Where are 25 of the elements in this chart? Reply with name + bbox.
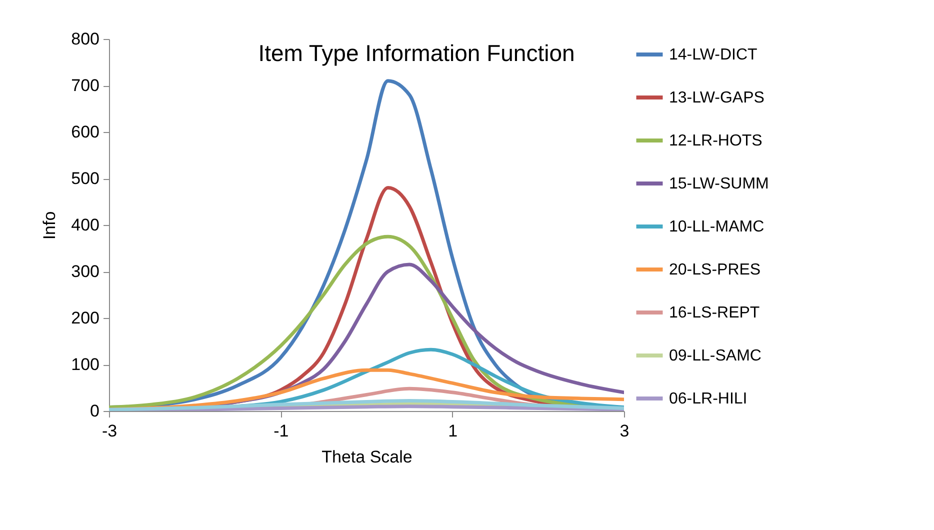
y-tick-label: 800: [71, 30, 100, 48]
legend-label: 20-LS-PRES: [669, 262, 761, 278]
y-tick-label: 700: [71, 76, 100, 95]
legend-label: 12-LR-HOTS: [669, 132, 762, 150]
y-tick-label: 200: [71, 308, 100, 328]
y-axis-title: Info: [40, 211, 60, 240]
legend-label: 16-LS-REPT: [669, 304, 760, 322]
y-tick-label: 100: [71, 355, 100, 374]
x-tick-label: 3: [620, 422, 630, 440]
legend-label: 14-LW-DICT: [669, 46, 758, 64]
chart-title: Item Type Information Function: [258, 40, 575, 66]
x-tick-label: 1: [448, 422, 458, 440]
x-tick-label: -1: [274, 422, 289, 440]
legend-label: 09-LL-SAMC: [669, 348, 762, 364]
legend-label: 13-LW-GAPS: [669, 90, 764, 106]
x-axis-title: Theta Scale: [322, 448, 412, 466]
legend-label: 06-LR-HILI: [669, 390, 748, 408]
legend-label: 10-LL-MAMC: [669, 218, 764, 236]
y-tick-label: 500: [71, 169, 100, 188]
y-tick-label: 600: [71, 122, 100, 142]
y-tick-label: 400: [71, 216, 100, 234]
x-tick-label: -3: [102, 422, 118, 440]
y-tick-label: 0: [90, 402, 100, 420]
y-tick-label: 300: [71, 262, 100, 281]
legend-label: 15-LW-SUMM: [669, 176, 769, 192]
